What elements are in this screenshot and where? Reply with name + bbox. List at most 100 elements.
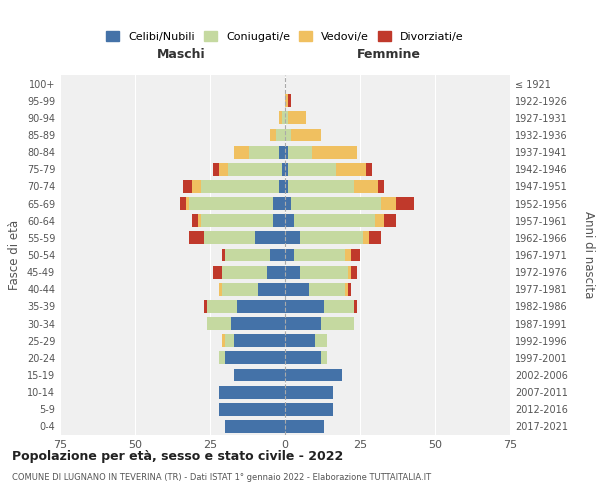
Bar [219, 386, 285, 398]
Bar [285, 352, 321, 364]
Bar [201, 180, 279, 193]
Bar [189, 232, 204, 244]
Bar [249, 146, 279, 158]
Bar [213, 266, 222, 278]
Bar [201, 214, 273, 227]
Y-axis label: Fasce di età: Fasce di età [8, 220, 21, 290]
Text: Popolazione per età, sesso e stato civile - 2022: Popolazione per età, sesso e stato civil… [12, 450, 343, 463]
Bar [285, 146, 288, 158]
Text: Femmine: Femmine [356, 48, 421, 60]
Bar [192, 214, 198, 227]
Bar [186, 197, 189, 210]
Bar [225, 248, 270, 262]
Bar [366, 163, 372, 175]
Bar [207, 300, 237, 313]
Bar [270, 128, 276, 141]
Bar [285, 163, 288, 175]
Bar [285, 248, 294, 262]
Bar [345, 248, 351, 262]
Bar [222, 283, 258, 296]
Bar [285, 94, 288, 107]
Bar [363, 232, 369, 244]
Bar [336, 163, 366, 175]
Bar [348, 283, 351, 296]
Bar [321, 317, 354, 330]
Bar [285, 334, 315, 347]
Bar [285, 266, 300, 278]
Bar [285, 283, 309, 296]
Bar [312, 146, 357, 158]
Bar [276, 128, 285, 141]
Bar [285, 386, 333, 398]
Bar [204, 300, 207, 313]
Bar [285, 403, 333, 415]
Bar [294, 214, 375, 227]
Y-axis label: Anni di nascita: Anni di nascita [582, 212, 595, 298]
Bar [309, 283, 345, 296]
Bar [288, 180, 354, 193]
Bar [291, 197, 381, 210]
Bar [267, 266, 285, 278]
Bar [384, 214, 396, 227]
Bar [288, 146, 312, 158]
Bar [234, 146, 249, 158]
Bar [285, 180, 288, 193]
Bar [378, 180, 384, 193]
Bar [315, 334, 327, 347]
Bar [285, 112, 288, 124]
Bar [219, 163, 228, 175]
Bar [348, 266, 351, 278]
Bar [282, 112, 285, 124]
Bar [324, 300, 354, 313]
Bar [321, 352, 327, 364]
Bar [237, 300, 285, 313]
Bar [234, 334, 285, 347]
Bar [300, 266, 348, 278]
Text: Maschi: Maschi [157, 48, 206, 60]
Bar [225, 352, 285, 364]
Legend: Celibi/Nubili, Coniugati/e, Vedovi/e, Divorziati/e: Celibi/Nubili, Coniugati/e, Vedovi/e, Di… [102, 26, 468, 46]
Bar [228, 163, 282, 175]
Bar [219, 403, 285, 415]
Bar [270, 248, 285, 262]
Bar [285, 420, 324, 433]
Bar [231, 317, 285, 330]
Bar [288, 112, 306, 124]
Bar [279, 112, 282, 124]
Bar [345, 283, 348, 296]
Bar [285, 368, 342, 382]
Bar [279, 146, 285, 158]
Bar [222, 248, 225, 262]
Bar [375, 214, 384, 227]
Bar [207, 317, 231, 330]
Bar [222, 266, 267, 278]
Bar [369, 232, 381, 244]
Bar [288, 163, 336, 175]
Text: COMUNE DI LUGNANO IN TEVERINA (TR) - Dati ISTAT 1° gennaio 2022 - Elaborazione T: COMUNE DI LUGNANO IN TEVERINA (TR) - Dat… [12, 472, 431, 482]
Bar [180, 197, 186, 210]
Bar [285, 317, 321, 330]
Bar [192, 180, 201, 193]
Bar [222, 334, 225, 347]
Bar [282, 163, 285, 175]
Bar [285, 128, 291, 141]
Bar [198, 214, 201, 227]
Bar [285, 232, 300, 244]
Bar [300, 232, 363, 244]
Bar [381, 197, 396, 210]
Bar [225, 334, 234, 347]
Bar [285, 214, 294, 227]
Bar [396, 197, 414, 210]
Bar [288, 94, 291, 107]
Bar [351, 266, 357, 278]
Bar [225, 420, 285, 433]
Bar [354, 300, 357, 313]
Bar [294, 248, 345, 262]
Bar [285, 300, 324, 313]
Bar [258, 283, 285, 296]
Bar [213, 163, 219, 175]
Bar [255, 232, 285, 244]
Bar [204, 232, 255, 244]
Bar [285, 197, 291, 210]
Bar [273, 214, 285, 227]
